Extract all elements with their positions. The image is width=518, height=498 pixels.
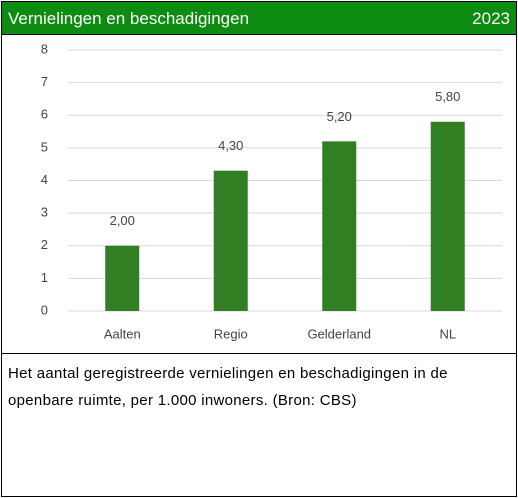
x-tick-label: Aalten [104, 326, 141, 341]
bar [322, 141, 357, 311]
header: Vernielingen en beschadigingen 2023 [2, 2, 516, 35]
value-label: 5,80 [435, 89, 460, 104]
chart-subtitle: 2023 [472, 9, 510, 28]
caption: Het aantal geregistreerde vernielingen e… [8, 365, 448, 409]
value-label: 4,30 [218, 138, 243, 153]
chart: 0 1 2 3 4 5 6 7 8 Aalten 2,00 Regio 4,30 Gelderland 5,… [41, 41, 502, 341]
bar [105, 245, 140, 311]
x-tick-label: Regio [214, 326, 248, 341]
y-tick-label: 3 [41, 205, 48, 220]
caption-box: Het aantal geregistreerde vernielingen e… [2, 353, 516, 420]
y-tick-label: 2 [41, 237, 48, 252]
x-tick-label: NL [439, 326, 456, 341]
y-tick-label: 5 [41, 139, 48, 154]
value-label: 2,00 [110, 213, 135, 228]
y-tick-label: 7 [41, 74, 48, 89]
value-label: 5,20 [327, 109, 352, 124]
bar [213, 170, 248, 311]
y-tick-label: 8 [41, 41, 48, 56]
y-tick-label: 0 [41, 302, 48, 317]
x-tick-label: Gelderland [307, 326, 371, 341]
y-tick-label: 6 [41, 107, 48, 122]
chart-title: Vernielingen en beschadigingen [8, 9, 250, 28]
y-tick-label: 1 [41, 270, 48, 285]
bar [430, 121, 465, 312]
y-tick-label: 4 [41, 172, 48, 187]
